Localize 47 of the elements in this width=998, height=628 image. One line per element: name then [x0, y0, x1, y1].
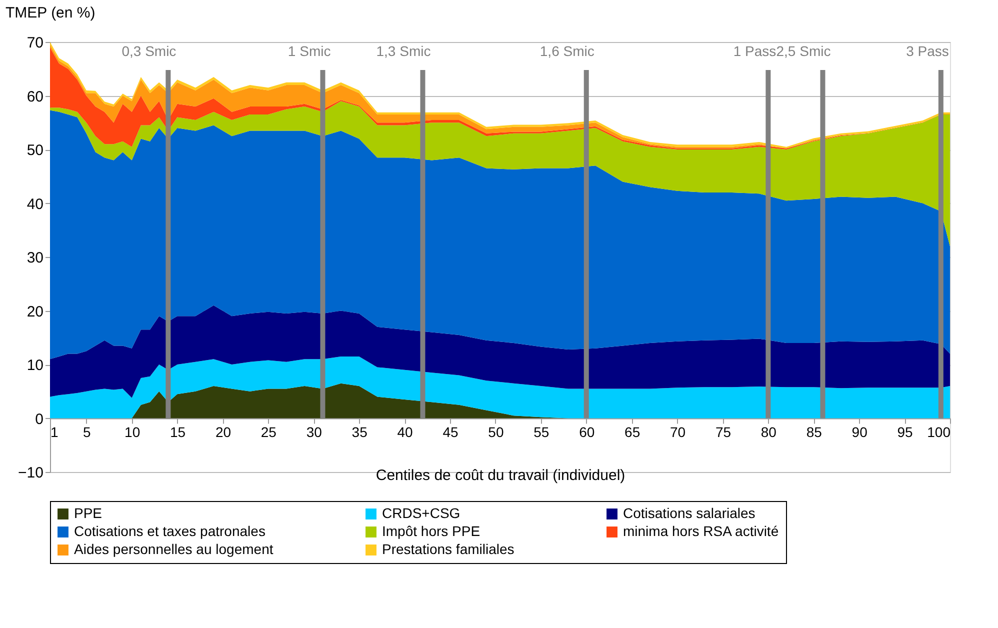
ref-line-label: 1 Smic	[288, 43, 331, 59]
ref-line-label: 1,6 Smic	[540, 43, 594, 59]
x-tick-label: 30	[306, 424, 322, 440]
legend-label: PPE	[74, 505, 102, 521]
legend-label: CRDS+CSG	[382, 505, 460, 521]
x-tick-label: 20	[215, 424, 232, 440]
x-tick-label: 70	[670, 424, 686, 440]
legend-label: Cotisations et taxes patronales	[74, 523, 266, 539]
x-axis-title: Centiles de coût du travail (individuel)	[376, 466, 626, 484]
y-tick-label: 50	[26, 142, 44, 159]
ref-line-label: 1 Pass	[733, 43, 776, 59]
legend-label: Cotisations salariales	[623, 505, 756, 521]
y-axis-title: TMEP (en %)	[6, 4, 96, 22]
legend-label: Aides personnelles au logement	[74, 541, 274, 557]
x-tick-label: 35	[352, 424, 368, 440]
x-tick-label: 85	[806, 424, 822, 440]
x-tick-label: 95	[897, 424, 914, 440]
x-tick-label: 90	[852, 424, 868, 440]
x-tick-label: 15	[170, 424, 186, 440]
y-tick-label: 70	[26, 34, 44, 52]
ref-line-label: 0,3 Smic	[122, 43, 176, 59]
legend-label: Impôt hors PPE	[382, 523, 480, 539]
x-tick-label: 75	[715, 424, 732, 440]
x-tick-label: 55	[534, 424, 550, 440]
y-tick-label: 40	[26, 196, 44, 213]
legend-label: Prestations familiales	[382, 541, 514, 557]
ref-line-label: 1,3 Smic	[376, 43, 431, 59]
y-tick-label: 30	[26, 250, 44, 266]
ref-line-label: 2,5 Smic	[776, 43, 831, 59]
y-tick-label: 10	[26, 357, 44, 374]
x-tick-label: 45	[442, 424, 458, 440]
x-tick-label: 5	[82, 424, 91, 440]
legend-label: minima hors RSA activité	[623, 523, 779, 539]
x-tick-label: 80	[760, 424, 777, 440]
x-tick-label: 50	[488, 424, 504, 440]
x-tick-label: 100	[927, 424, 951, 440]
ref-line-label: 3 Pass	[906, 43, 949, 59]
x-tick-label: 25	[260, 424, 277, 440]
y-tick-label: 60	[26, 88, 44, 106]
y-tick-label: −10	[18, 464, 44, 482]
x-tick-label: 65	[624, 424, 640, 440]
y-tick-label: 20	[26, 303, 44, 320]
x-tick-label: 40	[397, 424, 414, 440]
y-tick-label: 0	[35, 410, 44, 428]
x-tick-label: 1	[50, 424, 58, 440]
x-tick-label: 60	[579, 424, 595, 440]
x-tick-label: 10	[124, 424, 140, 440]
